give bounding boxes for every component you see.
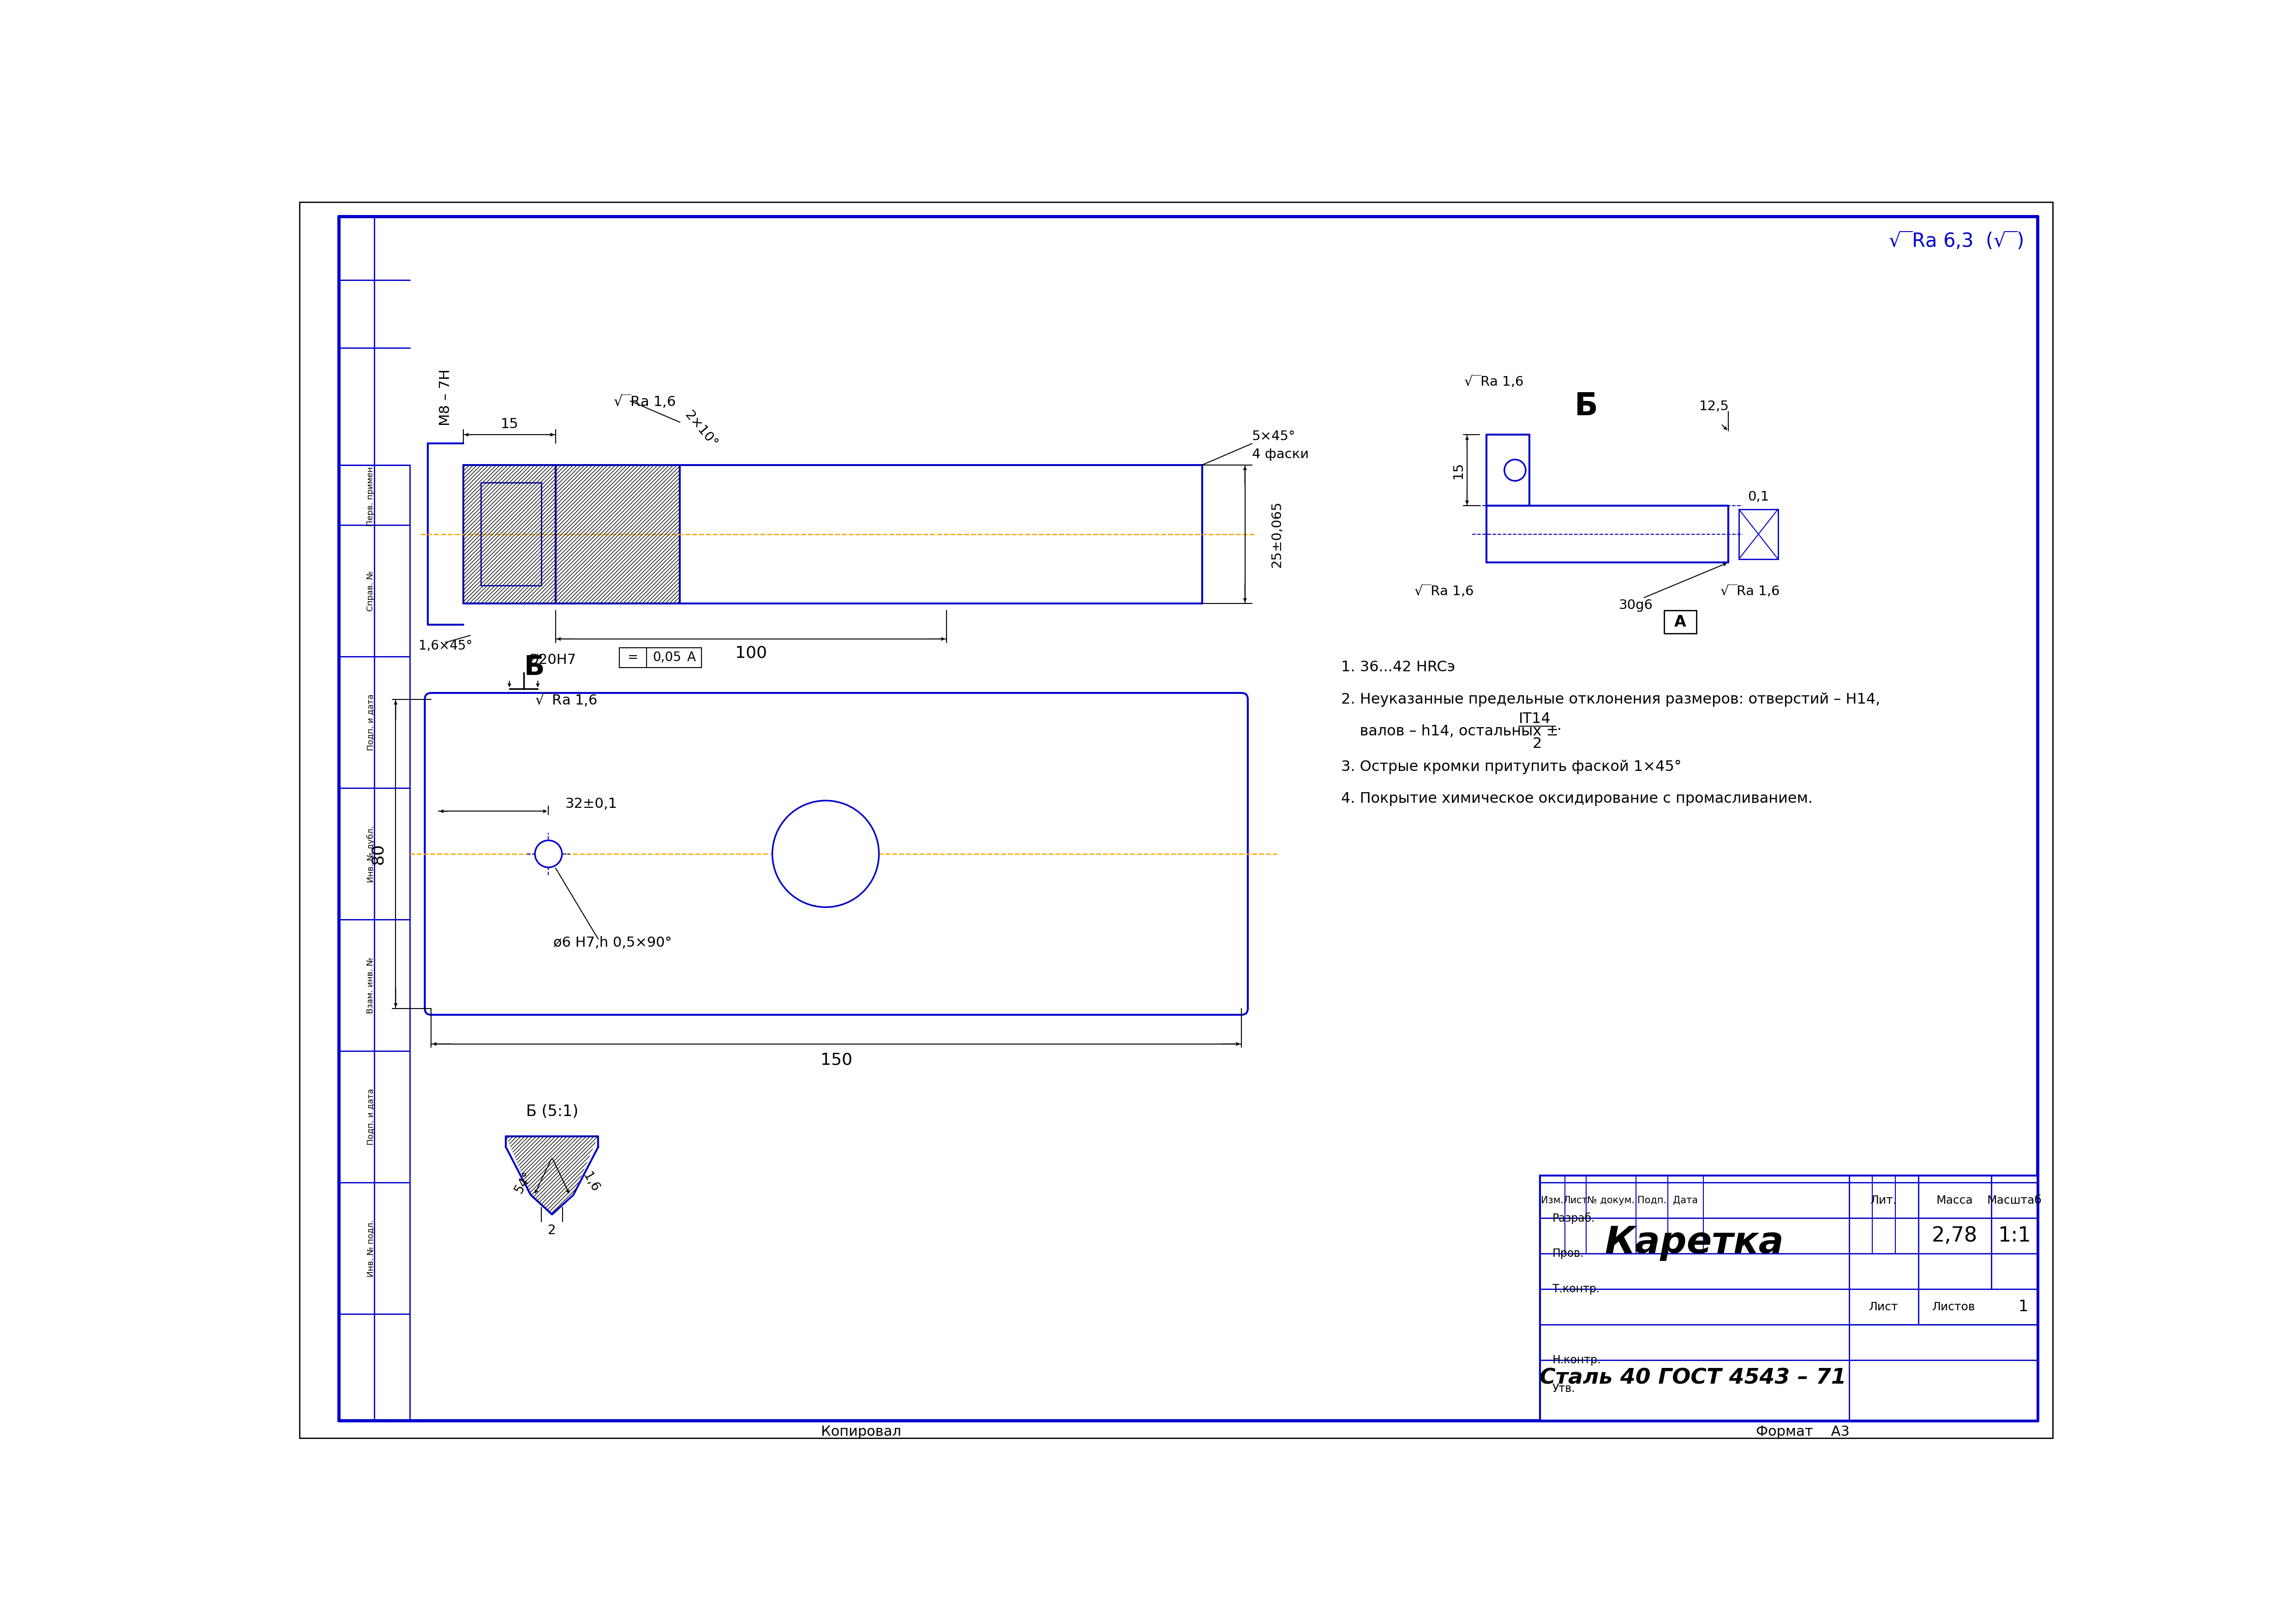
Text: Каретка: Каретка xyxy=(1604,1224,1783,1260)
Text: 2. Неуказанные предельные отклонения размеров: отверстий – H14,: 2. Неуказанные предельные отклонения раз… xyxy=(1340,692,1880,706)
Text: Т.контр.: Т.контр. xyxy=(1551,1283,1600,1294)
Text: 12,5: 12,5 xyxy=(1698,400,1728,412)
Text: 54°: 54° xyxy=(512,1169,535,1195)
Text: Лист: Лист xyxy=(1868,1301,1898,1312)
Text: Масштаб: Масштаб xyxy=(1987,1195,2043,1205)
Text: Дата: Дата xyxy=(1673,1195,1698,1205)
Text: 4. Покрытие химическое оксидирование с промасливанием.: 4. Покрытие химическое оксидирование с п… xyxy=(1340,791,1813,806)
Circle shape xyxy=(535,840,562,867)
Text: 5×45°: 5×45° xyxy=(1253,430,1297,443)
Bar xyxy=(1740,510,1779,559)
Text: 15: 15 xyxy=(500,417,519,430)
Text: 2×10°: 2×10° xyxy=(682,409,721,450)
Text: Изм.: Изм. xyxy=(1540,1195,1563,1205)
Bar xyxy=(1540,1176,2038,1421)
Text: 0,05: 0,05 xyxy=(652,651,682,664)
Text: $\sqrt{\ }$Ra 6,3  ($\sqrt{\ }$): $\sqrt{\ }$Ra 6,3 ($\sqrt{\ }$) xyxy=(1889,231,2024,252)
Bar xyxy=(1664,611,1696,633)
Text: $\sqrt{\ }$Ra 1,6: $\sqrt{\ }$Ra 1,6 xyxy=(1719,583,1779,599)
Text: Инв. № подл.: Инв. № подл. xyxy=(367,1220,374,1276)
Text: 15: 15 xyxy=(1453,461,1464,479)
Text: 2: 2 xyxy=(1533,737,1542,750)
Text: 100: 100 xyxy=(734,645,767,661)
Text: 2: 2 xyxy=(549,1224,555,1237)
Text: Листов: Листов xyxy=(1932,1301,1976,1312)
Text: Лит.: Лит. xyxy=(1870,1195,1898,1205)
Text: IT14: IT14 xyxy=(1519,711,1551,726)
Text: A: A xyxy=(686,651,695,664)
Circle shape xyxy=(1503,460,1526,481)
Text: Ø20H7: Ø20H7 xyxy=(528,653,576,667)
Circle shape xyxy=(773,801,879,908)
Text: Лист: Лист xyxy=(1563,1195,1588,1205)
Text: 1. 36...42 HRCэ: 1. 36...42 HRCэ xyxy=(1340,661,1455,674)
Text: Справ. №: Справ. № xyxy=(367,570,374,611)
Text: 1,6×45°: 1,6×45° xyxy=(418,640,473,653)
Text: Инв. № дубл.: Инв. № дубл. xyxy=(367,825,374,882)
Text: Сталь 40 ГОСТ 4543 – 71: Сталь 40 ГОСТ 4543 – 71 xyxy=(1540,1367,1845,1389)
Text: $\sqrt{\ }$Ra 1,6: $\sqrt{\ }$Ra 1,6 xyxy=(1414,583,1473,599)
Text: № докум.: № докум. xyxy=(1588,1195,1634,1205)
Text: Подп. и дата: Подп. и дата xyxy=(367,693,374,750)
Bar xyxy=(620,648,702,667)
Text: Масса: Масса xyxy=(1937,1195,1974,1205)
Text: 3. Острые кромки притупить фаской 1×45°: 3. Острые кромки притупить фаской 1×45° xyxy=(1340,760,1682,775)
Text: $\sqrt{\ }$Ra 1,6: $\sqrt{\ }$Ra 1,6 xyxy=(613,393,675,409)
Text: Копировал: Копировал xyxy=(822,1426,902,1439)
Text: $\sqrt{\ }$Ra 1,6: $\sqrt{\ }$Ra 1,6 xyxy=(1464,374,1524,388)
Text: 0,1: 0,1 xyxy=(1749,490,1769,503)
Text: 2,78: 2,78 xyxy=(1932,1226,1978,1246)
Text: Разраб.: Разраб. xyxy=(1551,1212,1595,1224)
Text: 150: 150 xyxy=(819,1052,851,1067)
Text: 30g6: 30g6 xyxy=(1618,599,1652,612)
Text: Утв.: Утв. xyxy=(1551,1384,1574,1393)
Text: 32±0,1: 32±0,1 xyxy=(565,797,617,810)
Bar xyxy=(464,464,555,604)
Text: 80: 80 xyxy=(369,843,386,864)
Text: Пров.: Пров. xyxy=(1551,1247,1584,1259)
Text: Взам. инв. №: Взам. инв. № xyxy=(367,957,374,1013)
Text: 1: 1 xyxy=(2017,1299,2029,1314)
Text: Подп. и дата: Подп. и дата xyxy=(367,1088,374,1145)
Text: M8 – 7H: M8 – 7H xyxy=(438,369,452,425)
Text: Б: Б xyxy=(523,654,544,680)
Text: Н.контр.: Н.контр. xyxy=(1551,1354,1602,1366)
Text: A: A xyxy=(1675,614,1687,630)
FancyBboxPatch shape xyxy=(425,693,1248,1015)
Text: Формат    А3: Формат А3 xyxy=(1756,1426,1850,1439)
Bar xyxy=(555,464,679,604)
Text: Б: Б xyxy=(1574,391,1597,422)
Text: =: = xyxy=(629,651,638,664)
Text: 4 фаски: 4 фаски xyxy=(1253,448,1308,461)
Text: 25±0,065: 25±0,065 xyxy=(1271,500,1283,567)
Text: ø6 H7,h 0,5×90°: ø6 H7,h 0,5×90° xyxy=(553,935,672,950)
Text: 1,6: 1,6 xyxy=(581,1171,601,1195)
Text: валов – h14, остальных ±: валов – h14, остальных ± xyxy=(1340,724,1558,739)
Text: Подп.: Подп. xyxy=(1636,1195,1666,1205)
Text: 1:1: 1:1 xyxy=(1997,1226,2031,1246)
Text: Перв. примен.: Перв. примен. xyxy=(367,464,374,526)
Text: $\sqrt{\ }$Ra 1,6: $\sqrt{\ }$Ra 1,6 xyxy=(535,692,597,708)
Text: .: . xyxy=(1556,719,1561,732)
Text: Б (5:1): Б (5:1) xyxy=(526,1104,578,1119)
